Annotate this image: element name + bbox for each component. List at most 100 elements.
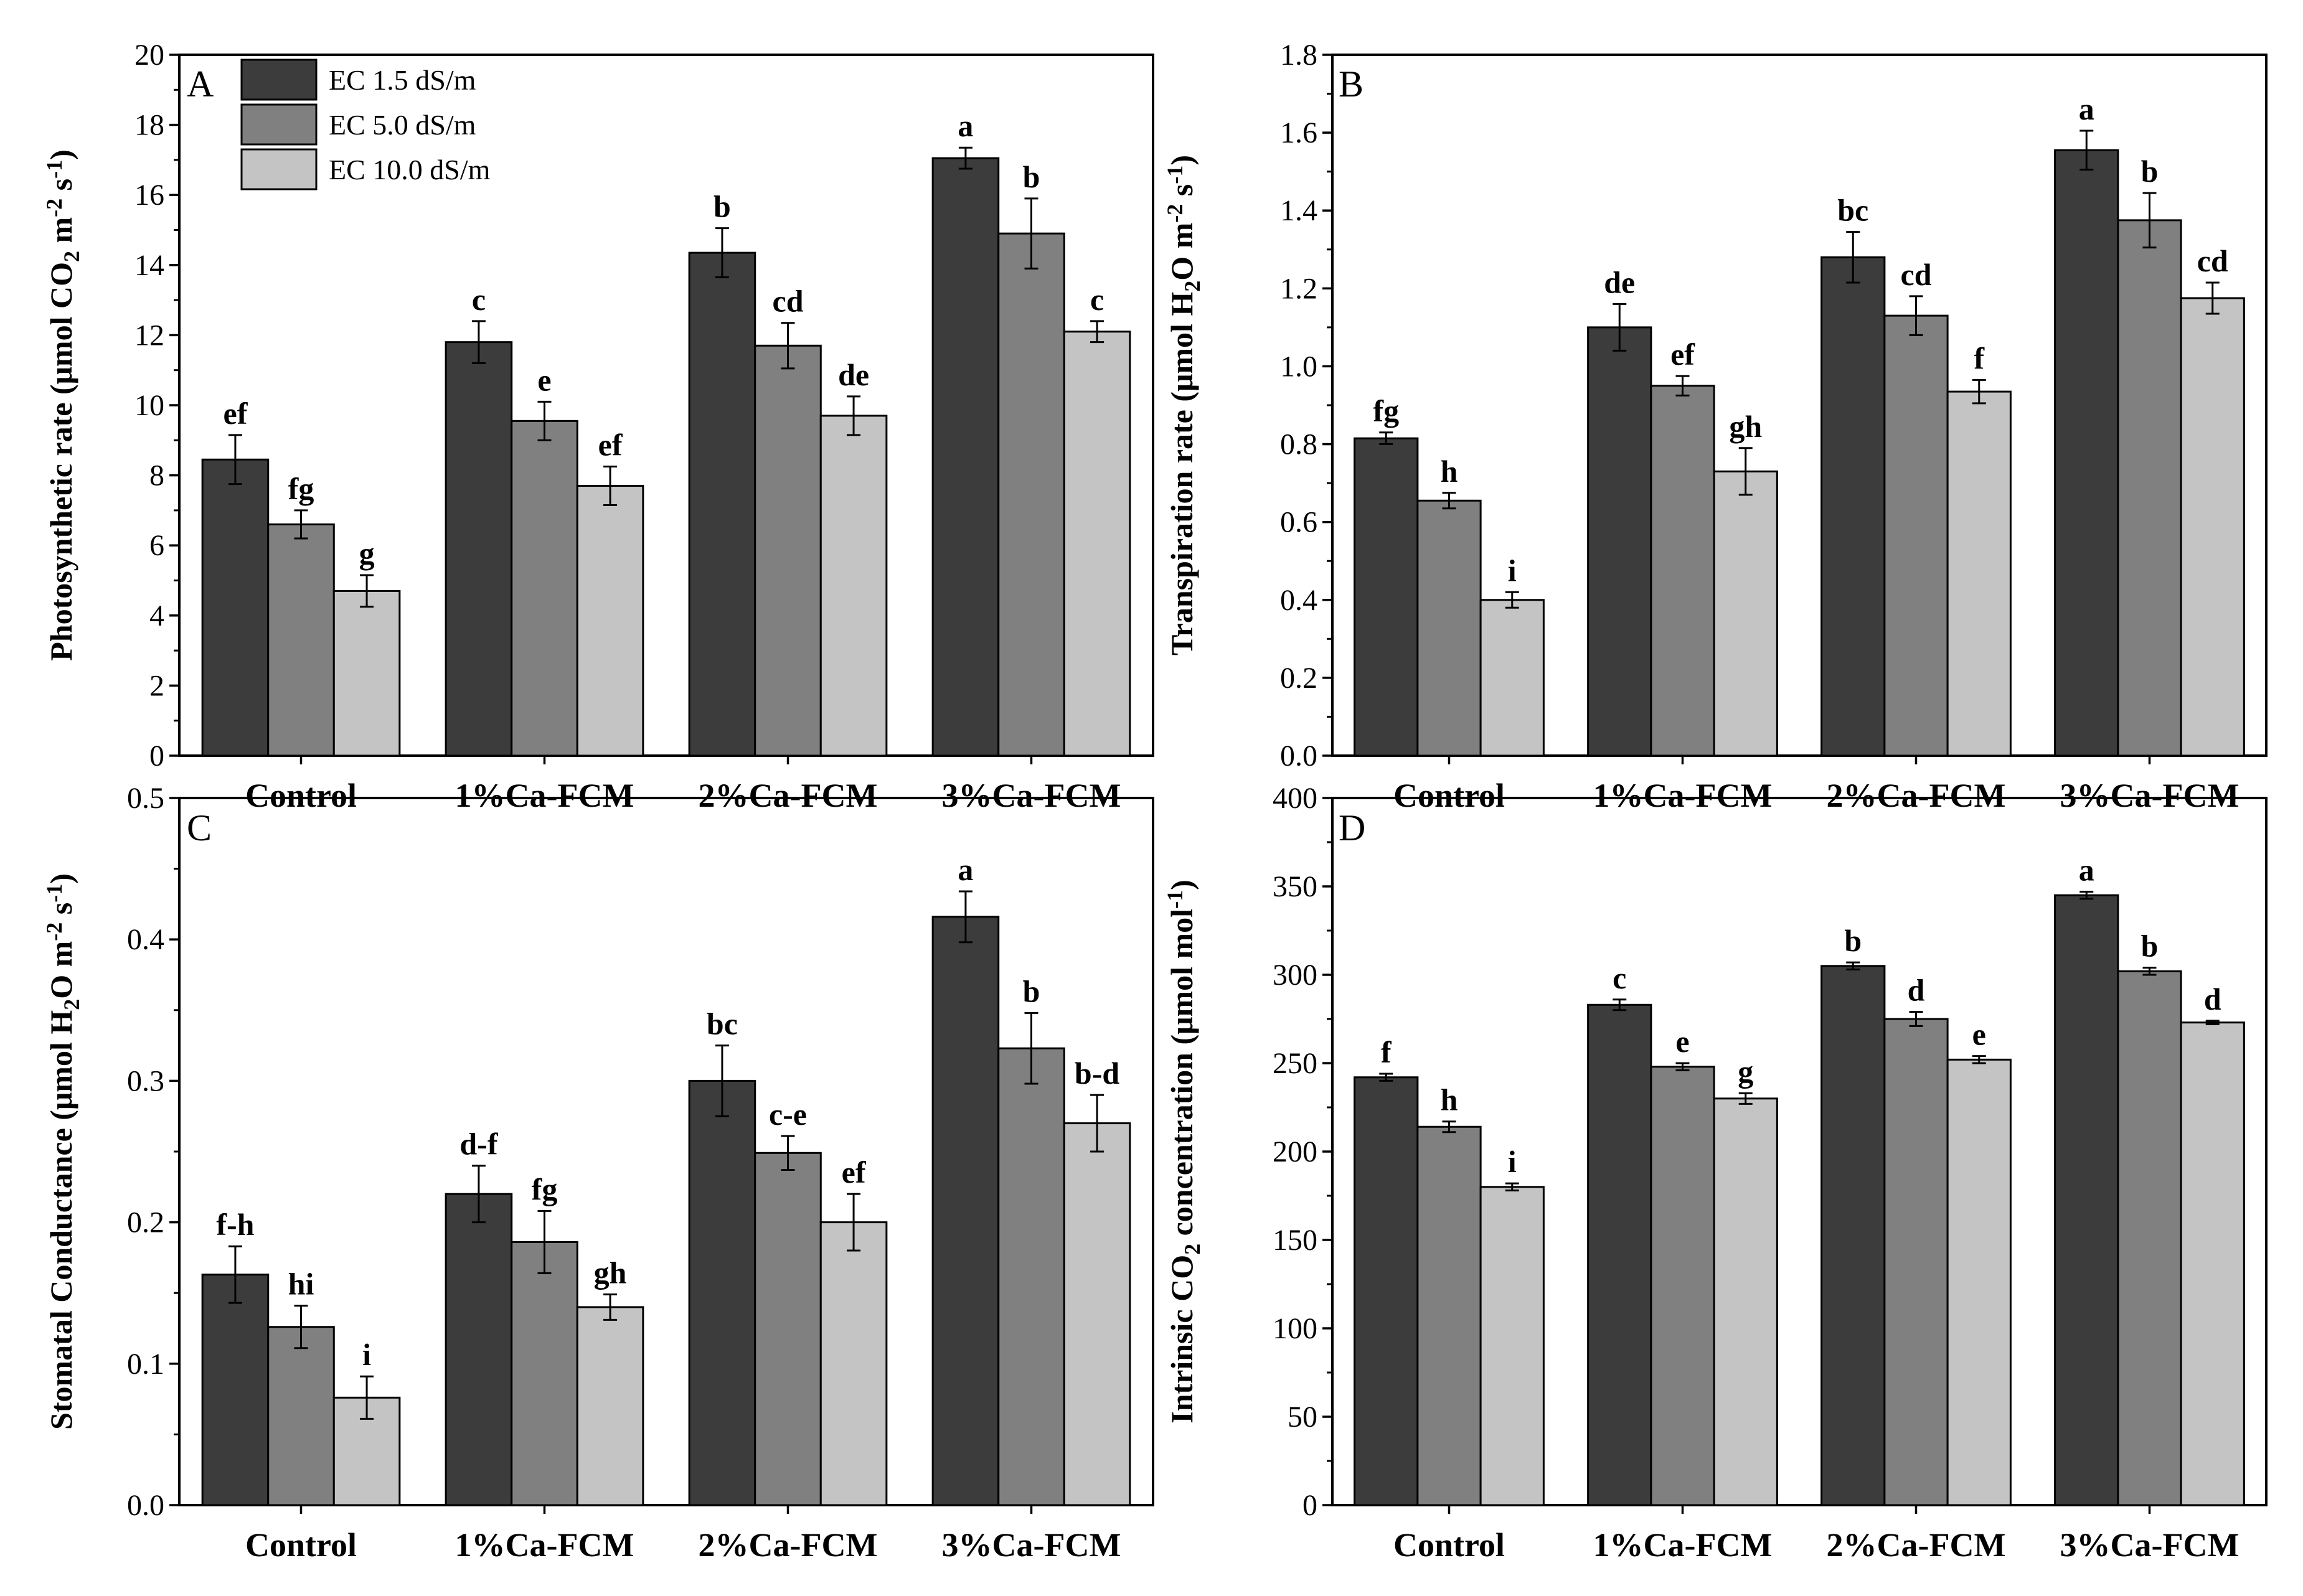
bar [2180,297,2245,757]
bar [332,589,401,757]
significance-letter: c [1090,282,1104,317]
x-category-label: 3%Ca-FCM [2060,777,2239,814]
y-tick-label: 150 [1273,1224,1317,1257]
y-tick-label: 0.8 [1280,428,1317,461]
y-tick-label: 400 [1273,782,1317,815]
significance-letter: cd [2197,243,2228,278]
panel-label: B [1339,63,1363,105]
bar [2054,149,2119,757]
significance-letter: ef [1670,337,1695,372]
legend-swatch [240,103,318,146]
y-tick-label: 0.0 [1280,739,1317,772]
x-category-label: 2%Ca-FCM [699,777,878,814]
bar [997,232,1065,757]
x-category-label: Control [245,777,357,814]
significance-letter: bc [707,1007,738,1041]
significance-letter: i [1508,553,1517,588]
significance-letter: cd [1901,257,1932,292]
bar [267,1326,335,1506]
panel-c-stomatal-conductance: 0.0 0.1 0.2 0.3 0.4 0.5 Stomatal Conductance (… [42,782,1154,1564]
y-tick-label: 12 [134,319,164,352]
significance-letter: g [359,536,375,571]
bar [445,1193,513,1506]
y-tick-label: 1.0 [1280,350,1317,383]
significance-letter: b [2141,929,2159,964]
significance-letter: a [958,108,973,143]
significance-letter: ef [224,396,248,431]
significance-letter: b [714,189,731,224]
y-axis-label: Photosynthetic rate (μmol CO2 m-2 s-1) [42,149,84,661]
significance-letter: f [1974,340,1985,375]
x-category-label: 2%Ca-FCM [699,1526,878,1564]
y-tick-label: 200 [1273,1135,1317,1168]
y-axis-label: Stomatal Conductance (μmol H2O m-2 s-1) [42,873,84,1430]
significance-letter: a [958,852,973,887]
panel-label: C [187,807,212,848]
y-tick-label: 0 [1302,1489,1317,1522]
bar [1883,1018,1949,1506]
x-category-label: 3%Ca-FCM [2060,1526,2239,1564]
significance-letter: hi [288,1267,314,1302]
x-category-label: 1%Ca-FCM [1593,1526,1773,1564]
y-tick-label: 2 [149,669,164,702]
significance-letter: fg [288,471,314,506]
legend-label: EC 1.5 dS/m [329,64,476,96]
significance-letter: b [2141,154,2159,189]
x-category-label: Control [1393,1526,1505,1564]
bar [2117,970,2182,1506]
bar [754,1152,822,1506]
y-tick-label: 8 [149,459,164,492]
significance-letter: c-e [769,1097,807,1132]
y-tick-label: 0.3 [127,1064,164,1097]
significance-letter: d [1908,973,1925,1008]
significance-letter: e [537,362,551,397]
bar [1416,1125,1482,1506]
panel-label: A [187,63,214,105]
significance-letter: b [1844,923,1862,958]
y-tick-label: 6 [149,529,164,562]
x-category-label: 1%Ca-FCM [1593,777,1773,814]
significance-letter: e [1972,1017,1986,1052]
bar [1063,1122,1131,1506]
bar [2180,1021,2245,1506]
y-tick-label: 0.6 [1280,506,1317,539]
significance-letter: d-f [459,1127,498,1162]
significance-letter: cd [773,284,804,319]
y-tick-label: 4 [149,599,164,632]
bar [931,157,1000,757]
legend-swatch [240,59,318,101]
significance-letter: gh [594,1255,627,1290]
significance-letter: b-d [1075,1056,1119,1091]
bar [1820,256,1886,757]
bar [931,916,1000,1506]
bar [754,344,822,757]
bar [1946,1058,2012,1506]
y-tick-label: 0.4 [127,923,164,956]
significance-letter: h [1441,1082,1458,1117]
bar [1354,437,1419,757]
y-axis-label: Intrinsic CO2 concentration (μmol mol-1) [1162,880,1205,1423]
significance-letter: fg [1373,393,1399,428]
y-tick-label: 300 [1273,959,1317,992]
y-tick-label: 16 [134,179,164,212]
y-tick-label: 10 [134,389,164,422]
panel-label: D [1339,807,1365,848]
bar [511,1241,578,1506]
significance-letter: b [1023,159,1040,194]
significance-letter: ef [842,1155,867,1190]
y-tick-label: 0.2 [1280,662,1317,695]
bar [1650,385,1715,757]
x-category-label: 3%Ca-FCM [942,777,1121,814]
y-tick-label: 0.5 [127,782,164,815]
bar [1479,1186,1545,1506]
bar [1820,965,1886,1506]
y-tick-label: 18 [134,109,164,142]
bar [1354,1076,1419,1506]
bar [1650,1066,1715,1506]
significance-letter: f-h [216,1207,254,1242]
significance-letter: de [1604,265,1635,299]
bar [267,523,335,757]
y-tick-label: 14 [134,249,164,282]
bar [445,341,513,757]
